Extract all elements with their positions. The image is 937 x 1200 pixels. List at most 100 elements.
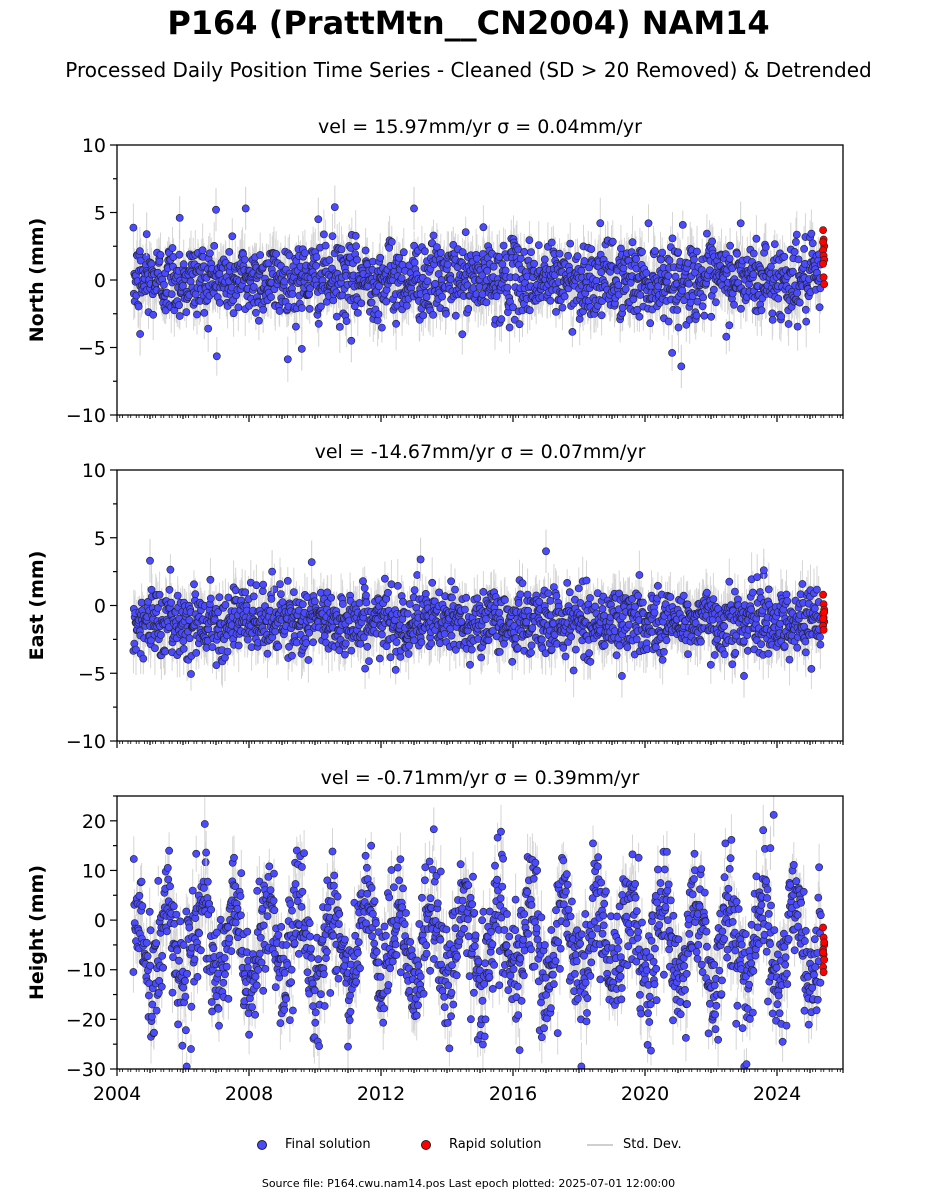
final-point	[663, 848, 671, 856]
final-solution-points	[129, 529, 825, 698]
final-point	[597, 878, 606, 887]
final-point	[283, 355, 292, 364]
final-point	[639, 598, 647, 607]
final-point	[391, 940, 400, 949]
final-point	[460, 924, 468, 933]
final-point	[214, 1004, 223, 1013]
final-point	[764, 585, 773, 594]
final-point	[725, 254, 734, 263]
final-point	[688, 292, 697, 301]
final-point	[203, 877, 212, 886]
final-point	[582, 1017, 591, 1026]
final-point	[522, 618, 531, 627]
final-point	[157, 982, 166, 991]
final-point	[571, 970, 579, 978]
final-point	[621, 285, 630, 293]
final-point	[462, 593, 471, 602]
final-point	[465, 972, 474, 980]
final-point	[371, 919, 380, 928]
final-point	[436, 248, 445, 257]
final-point	[478, 271, 486, 280]
final-point	[495, 608, 504, 617]
final-point	[587, 245, 596, 253]
final-point	[179, 645, 188, 653]
final-point	[187, 1002, 196, 1011]
final-point	[396, 855, 405, 864]
final-point	[612, 651, 621, 660]
final-point	[614, 944, 622, 953]
final-point	[631, 602, 639, 611]
final-point	[154, 877, 163, 885]
final-point	[169, 953, 177, 961]
y-tick-label: 5	[94, 528, 106, 550]
final-point	[214, 608, 222, 617]
final-point	[466, 660, 474, 669]
final-point	[532, 924, 541, 933]
final-point	[580, 257, 589, 265]
final-point	[525, 306, 534, 315]
final-point	[562, 887, 570, 896]
final-point	[634, 853, 643, 862]
final-point	[626, 278, 635, 287]
final-point	[277, 923, 286, 931]
rapid-point	[819, 259, 827, 268]
final-point	[488, 940, 497, 949]
final-point	[243, 635, 252, 644]
final-point	[187, 670, 195, 678]
final-point	[574, 994, 582, 1003]
final-point	[458, 248, 467, 257]
final-point	[346, 991, 354, 1000]
final-point	[259, 305, 268, 314]
final-point	[731, 649, 740, 657]
rapid-point	[819, 226, 827, 234]
final-point	[527, 641, 536, 650]
final-point	[698, 302, 707, 311]
final-solution-points	[129, 796, 825, 1069]
final-point	[443, 1019, 452, 1027]
final-point	[599, 911, 608, 920]
final-point	[429, 310, 437, 319]
final-point	[808, 239, 817, 248]
final-point	[190, 955, 199, 964]
final-point	[528, 624, 537, 632]
final-point	[387, 237, 396, 246]
final-point	[252, 981, 261, 990]
final-point	[419, 989, 428, 998]
final-point	[700, 311, 709, 320]
final-point	[438, 292, 446, 301]
final-point	[385, 893, 394, 902]
final-point	[572, 957, 581, 966]
final-point	[236, 892, 245, 900]
final-point	[362, 598, 371, 607]
final-point	[372, 947, 381, 956]
final-point	[280, 277, 289, 286]
final-point	[726, 241, 734, 250]
final-point	[224, 923, 232, 932]
final-point	[678, 220, 687, 229]
final-point	[671, 272, 680, 281]
y-axis-label: North (mm)	[26, 218, 48, 343]
final-point	[245, 1030, 253, 1039]
final-point	[436, 935, 445, 944]
final-point	[685, 279, 693, 288]
final-point	[577, 1062, 586, 1069]
final-point	[230, 853, 238, 862]
final-point	[231, 882, 240, 891]
final-point	[179, 941, 188, 949]
final-point	[241, 588, 250, 597]
final-point	[410, 258, 419, 267]
final-point	[179, 260, 188, 269]
final-point	[162, 927, 171, 936]
final-point	[691, 268, 699, 277]
final-point	[498, 882, 507, 891]
final-point	[193, 310, 201, 319]
final-point	[499, 854, 507, 863]
final-point	[665, 256, 674, 265]
final-point	[137, 877, 146, 886]
final-point	[416, 972, 425, 981]
final-point	[334, 920, 343, 928]
final-point	[179, 983, 188, 992]
final-point-outlier	[241, 204, 250, 213]
final-point	[405, 987, 414, 995]
final-point	[481, 959, 489, 968]
